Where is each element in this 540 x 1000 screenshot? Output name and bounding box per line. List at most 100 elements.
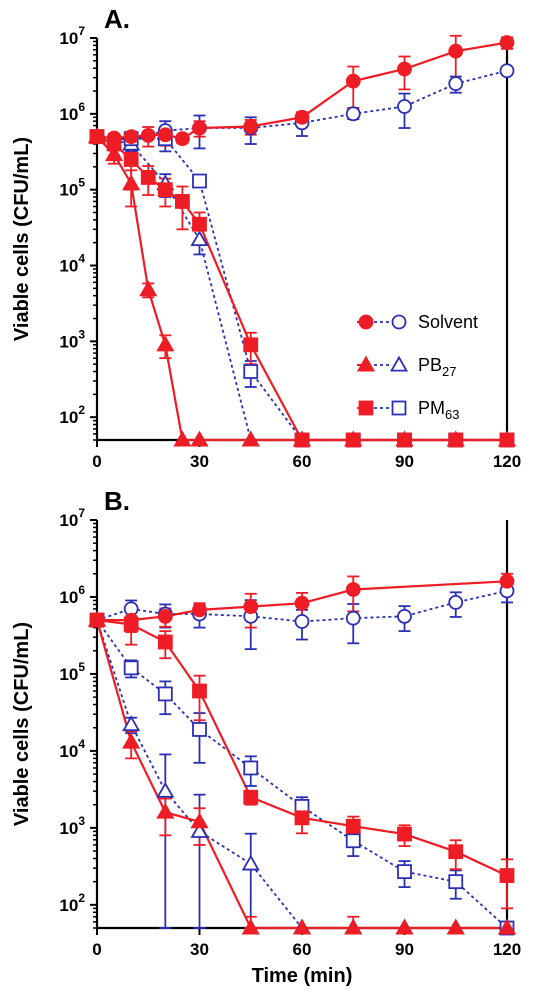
x-tick-label: 0 — [92, 940, 101, 959]
series-line — [96, 619, 508, 877]
y-tick-label: 104 — [59, 737, 85, 761]
y-tick-label: 107 — [59, 24, 85, 48]
legend-item: PM63 — [357, 398, 459, 422]
series-line — [96, 619, 507, 929]
panel-title: A. — [104, 4, 130, 34]
series-group — [87, 34, 517, 448]
x-tick-label: 0 — [92, 452, 101, 471]
data-point — [397, 432, 412, 448]
data-point — [157, 634, 173, 650]
x-tick-label: 60 — [293, 940, 312, 959]
data-point — [243, 364, 259, 379]
data-point — [345, 610, 361, 626]
data-point — [499, 432, 515, 448]
series-group — [87, 572, 517, 936]
data-point — [140, 127, 156, 143]
data-point — [499, 573, 515, 589]
data-point — [122, 732, 141, 749]
data-point — [345, 818, 361, 834]
y-tick-label: 104 — [59, 252, 85, 276]
y-tick-label: 105 — [59, 176, 85, 200]
data-point — [448, 874, 464, 890]
data-point — [294, 109, 310, 125]
data-point — [157, 127, 173, 143]
data-point — [106, 136, 122, 152]
series-line — [96, 135, 507, 442]
data-point — [499, 35, 515, 50]
data-point — [175, 194, 190, 209]
data-point — [173, 430, 192, 447]
data-point — [192, 602, 207, 618]
data-point — [345, 73, 361, 89]
x-tick-label: 120 — [493, 940, 521, 959]
panel-b: B. 102 103 104 105 106 107 0 30 60 90 120 Viable cel… — [11, 486, 521, 987]
panel-a: A. 102 103 104 105 106 107 0 30 60 90 120 Viable cel… — [11, 4, 521, 471]
data-point — [156, 781, 175, 798]
y-axis-label: Viable cells (CFU/mL) — [11, 622, 33, 826]
legend-marker — [391, 314, 407, 330]
x-tick-label: 90 — [395, 940, 414, 959]
data-point — [192, 722, 207, 737]
data-point — [448, 43, 464, 59]
x-tick-label: 120 — [493, 452, 521, 471]
data-point — [345, 833, 361, 849]
y-tick-label: 103 — [59, 814, 85, 838]
legend-marker — [358, 314, 374, 330]
legend: Solvent PB27 PM63 — [356, 312, 478, 422]
data-point — [397, 61, 412, 77]
data-point — [345, 106, 361, 122]
data-point — [446, 918, 465, 935]
data-point — [156, 802, 175, 819]
legend-marker — [358, 400, 374, 416]
data-point — [397, 99, 412, 114]
data-point — [123, 129, 139, 145]
legend-label: Solvent — [418, 312, 478, 332]
legend-item: PB27 — [356, 355, 456, 379]
data-point — [243, 760, 259, 776]
data-point — [89, 612, 105, 628]
data-point — [448, 432, 464, 448]
data-point — [192, 216, 207, 232]
legend-marker — [356, 355, 376, 372]
y-tick-label: 107 — [59, 506, 85, 530]
data-point — [157, 608, 173, 624]
data-point — [190, 430, 209, 447]
legend-item: Solvent — [357, 312, 478, 332]
data-point — [243, 337, 259, 353]
y-tick-label: 102 — [59, 891, 85, 915]
series-line — [96, 69, 508, 142]
data-point — [190, 822, 209, 838]
data-point — [497, 918, 517, 935]
data-point — [345, 582, 361, 597]
x-tick-label: 30 — [190, 940, 209, 959]
data-point — [123, 617, 139, 632]
data-point — [139, 280, 158, 297]
x-axis-label: Time (min) — [252, 965, 353, 987]
data-point — [499, 63, 515, 79]
data-point — [395, 918, 414, 935]
data-point — [294, 810, 310, 826]
data-point — [140, 170, 156, 185]
series-line — [96, 619, 508, 929]
data-point — [122, 715, 141, 732]
data-point — [448, 594, 464, 610]
data-point — [192, 120, 207, 136]
data-point — [294, 595, 310, 611]
series-line — [96, 590, 508, 623]
data-point — [175, 131, 190, 147]
data-point — [294, 432, 310, 448]
data-point — [243, 119, 259, 134]
x-tick-label: 60 — [293, 452, 312, 471]
y-tick-label: 106 — [59, 100, 85, 124]
legend-marker — [389, 355, 409, 372]
panel-title: B. — [104, 486, 130, 516]
legend-label: PM63 — [418, 398, 459, 422]
data-point — [397, 608, 412, 624]
series-line — [96, 135, 507, 441]
data-point — [192, 173, 207, 189]
legend-marker — [391, 400, 407, 416]
data-point — [241, 430, 260, 447]
series-line — [96, 135, 507, 442]
data-point — [122, 174, 141, 191]
series-line — [96, 135, 507, 441]
